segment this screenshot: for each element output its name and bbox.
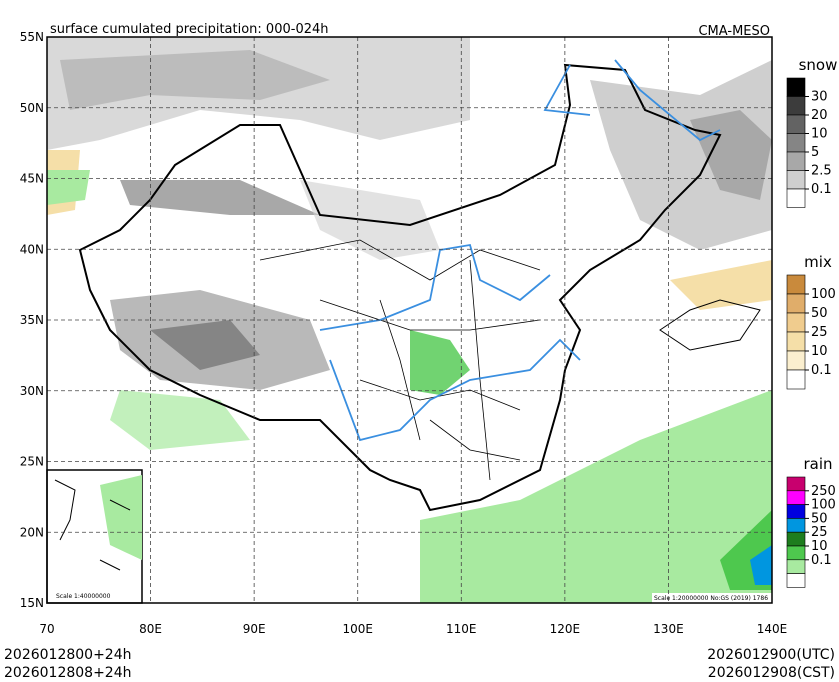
legend-label: 50 <box>811 511 828 526</box>
rain-area <box>750 545 772 585</box>
legend-label: 10 <box>811 344 828 359</box>
snow-area <box>60 50 330 110</box>
legend-label: 250 <box>811 484 836 499</box>
lat-label: 55N <box>20 30 44 44</box>
lat-label: 30N <box>20 384 44 398</box>
legends: snow30201052.50.1mix1005025100.1rain2501… <box>786 56 838 588</box>
legend-label: 25 <box>811 325 828 340</box>
init-time: 2026012808+24h <box>4 665 132 681</box>
legend-swatch <box>786 96 806 116</box>
lon-label: 130E <box>653 622 684 636</box>
lon-label: 120E <box>550 622 581 636</box>
rain-area <box>110 390 250 450</box>
legend-title: mix <box>804 253 832 271</box>
country-border <box>78 63 722 512</box>
lon-label: 90E <box>243 622 266 636</box>
graticule: 55N 50N 45N 40N 35N 30N 25N 20N 15N 70 80E 90E 100E 1… <box>20 30 788 636</box>
legend-swatch <box>786 77 806 97</box>
legend-swatch <box>786 559 806 574</box>
valid-time: 2026012900(UTC) <box>707 647 835 663</box>
legend-swatch <box>786 188 806 208</box>
snow-area <box>120 180 320 215</box>
legend-swatch <box>786 545 806 561</box>
lat-label: 40N <box>20 242 44 256</box>
legend-swatch <box>786 274 806 295</box>
scale-label: Scale 1:20000000 No:GS (2019) 1786 <box>654 595 768 602</box>
init-time: 2026012800+24h <box>4 647 132 663</box>
lat-label: 15N <box>20 596 44 610</box>
lat-label: 25N <box>20 455 44 469</box>
legend-swatch <box>786 312 806 333</box>
legend-label: 0.1 <box>811 182 832 197</box>
legend-swatch <box>786 369 806 390</box>
legend-label: 10 <box>811 127 828 142</box>
legend-label: 2.5 <box>811 164 832 179</box>
legend-swatch <box>786 573 806 588</box>
valid-time: 2026012908(CST) <box>708 665 835 681</box>
mix-area <box>670 260 772 310</box>
lat-label: 35N <box>20 313 44 327</box>
lon-label: 140E <box>757 622 788 636</box>
province-border <box>259 239 541 481</box>
legend-label: 10 <box>811 539 828 554</box>
legend-swatch <box>786 133 806 153</box>
river <box>319 59 721 442</box>
legend-label: 50 <box>811 306 828 321</box>
legend-swatch <box>786 490 806 505</box>
legend-swatch <box>786 350 806 371</box>
legend-label: 100 <box>811 498 836 513</box>
lat-label: 45N <box>20 172 44 186</box>
scale-label: Scale 1:40000000 <box>56 593 111 600</box>
coastline <box>659 299 761 351</box>
legend-swatch <box>786 293 806 314</box>
rain-area <box>410 330 470 395</box>
lon-label: 100E <box>342 622 373 636</box>
rain-area <box>47 170 90 205</box>
legend-swatch <box>786 476 806 492</box>
legend-swatch <box>786 151 806 171</box>
lon-label: 80E <box>139 622 162 636</box>
legend-label: 0.1 <box>811 363 832 378</box>
snow-area <box>150 320 260 370</box>
lat-label: 50N <box>20 101 44 115</box>
legend-label: 25 <box>811 525 828 540</box>
legend-swatch <box>786 531 806 547</box>
legend-label: 0.1 <box>811 553 832 568</box>
coastline <box>54 479 131 571</box>
map-frame <box>46 36 773 604</box>
legend-swatch <box>786 170 806 190</box>
legend-label: 30 <box>811 90 828 105</box>
lon-label: 70 <box>39 622 54 636</box>
legend-label: 5 <box>811 145 819 160</box>
model-name: CMA-MESO <box>698 24 770 39</box>
legend-swatch <box>786 331 806 352</box>
legend-swatch <box>786 114 806 134</box>
rain-area <box>420 390 772 603</box>
lat-label: 20N <box>20 525 44 539</box>
legend-label: 100 <box>811 287 836 302</box>
title: surface cumulated precipitation: 000-024… <box>50 22 329 37</box>
legend-title: snow <box>799 56 838 74</box>
legend-label: 20 <box>811 108 828 123</box>
legend-title: rain <box>803 455 832 473</box>
scale-box <box>652 593 772 603</box>
rain-area <box>100 475 142 560</box>
lon-label: 110E <box>446 622 477 636</box>
legend-swatch <box>786 518 806 533</box>
legend-swatch <box>786 504 806 519</box>
